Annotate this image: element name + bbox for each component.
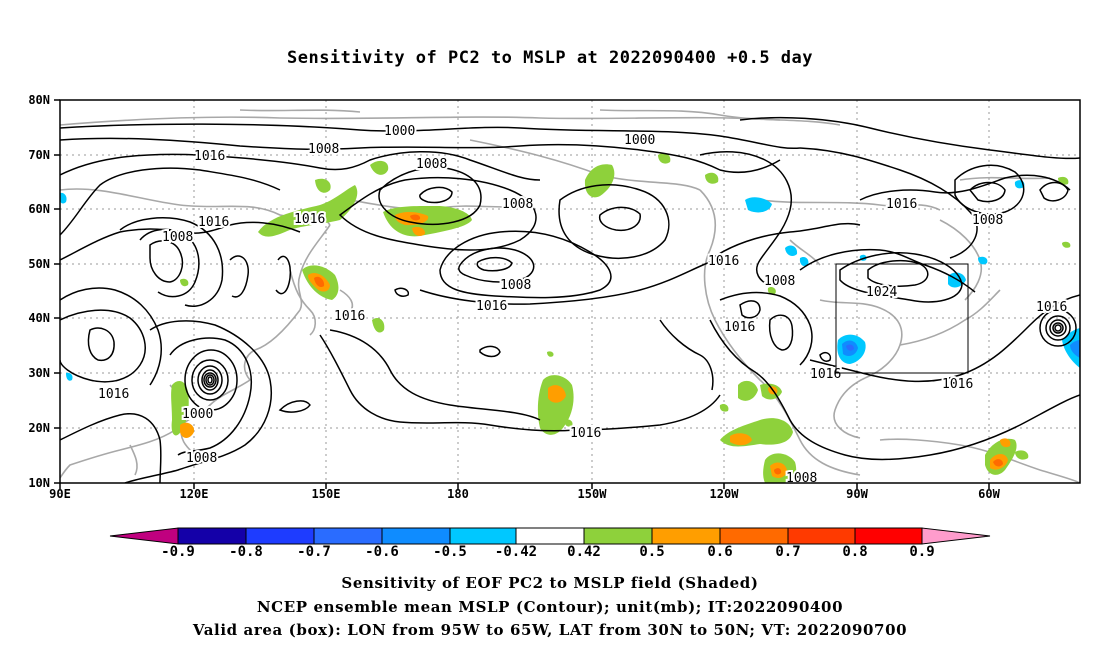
latitude-labels: 80N 70N 60N 50N 40N 30N 20N 10N xyxy=(28,93,50,490)
lon-label: 90W xyxy=(846,487,868,501)
colorbar-label: 0.9 xyxy=(909,544,934,560)
colorbar-label: -0.5 xyxy=(433,544,467,560)
contour-label: 1008 xyxy=(764,274,795,289)
longitude-labels: 90E 120E 150E 180 150W 120W 90W 60W xyxy=(49,487,1000,501)
grid-lines xyxy=(60,100,1080,483)
colorbar-swatch xyxy=(515,527,585,545)
colorbar-label: -0.6 xyxy=(365,544,399,560)
contour-label: 1008 xyxy=(786,471,817,486)
colorbar-labels: -0.9 -0.8 -0.7 -0.6 -0.5 -0.42 0.42 0.5 … xyxy=(161,544,935,560)
colorbar-end-min xyxy=(109,527,179,545)
colorbar-label: -0.9 xyxy=(161,544,195,560)
contour-label: 1016 xyxy=(334,309,365,324)
lat-label: 60N xyxy=(28,202,50,216)
valid-area-box xyxy=(835,263,969,374)
lat-label: 30N xyxy=(28,366,50,380)
contour-label: 1008 xyxy=(416,157,447,172)
contour-label: 1008 xyxy=(162,230,193,245)
colorbar-label: 0.8 xyxy=(842,544,867,560)
colorbar-swatch xyxy=(381,527,451,545)
colorbar-swatch xyxy=(177,527,247,545)
contour-label: 1016 xyxy=(724,320,755,335)
lon-label: 90E xyxy=(49,487,71,501)
contour-label: 1008 xyxy=(502,197,533,212)
lat-label: 50N xyxy=(28,257,50,271)
contour-label: 1000 xyxy=(182,407,213,422)
lat-label: 80N xyxy=(28,93,50,107)
contour-label: 1016 xyxy=(294,212,325,227)
contour-label: 1008 xyxy=(500,278,531,293)
colorbar xyxy=(109,527,991,545)
colorbar-label: 0.6 xyxy=(707,544,732,560)
contour-label: 1016 xyxy=(198,215,229,230)
lat-label: 20N xyxy=(28,421,50,435)
axis-ticks xyxy=(54,99,990,489)
map-frame xyxy=(59,99,1081,484)
lon-label: 150E xyxy=(312,487,341,501)
contour-label: 1000 xyxy=(624,133,655,148)
lon-label: 120W xyxy=(710,487,740,501)
colorbar-swatch xyxy=(313,527,383,545)
contour-label: 1008 xyxy=(308,142,339,157)
sensitivity-shading xyxy=(60,152,1080,483)
colorbar-swatch xyxy=(245,527,315,545)
mslp-contours xyxy=(60,116,1080,483)
colorbar-label: 0.5 xyxy=(639,544,664,560)
colorbar-label: -0.42 xyxy=(495,544,537,560)
contour-label: 1008 xyxy=(972,213,1003,228)
lon-label: 60W xyxy=(978,487,1000,501)
contour-label: 1016 xyxy=(1036,300,1067,315)
contour-label: 1008 xyxy=(186,451,217,466)
contour-label: 1016 xyxy=(570,426,601,441)
colorbar-label: 0.7 xyxy=(775,544,800,560)
contour-label: 1000 xyxy=(384,124,415,139)
lon-label: 180 xyxy=(447,487,469,501)
contour-label: 1016 xyxy=(810,367,841,382)
colorbar-swatch xyxy=(854,527,923,545)
colorbar-swatch xyxy=(787,527,856,545)
colorbar-swatch xyxy=(719,527,789,545)
colorbar-swatch xyxy=(651,527,721,545)
contour-label: 1016 xyxy=(476,299,507,314)
caption-shading: Sensitivity of EOF PC2 to MSLP field (Sh… xyxy=(341,574,759,592)
contour-label: 1016 xyxy=(98,387,129,402)
contour-labels: 1000 1008 1016 1000 1008 1008 1008 1016 … xyxy=(96,122,1069,468)
lon-label: 150W xyxy=(578,487,608,501)
colorbar-label: -0.8 xyxy=(229,544,263,560)
contour-label: 1016 xyxy=(886,197,917,212)
colorbar-swatch xyxy=(449,527,517,545)
colorbar-label: -0.7 xyxy=(297,544,331,560)
colorbar-end-max xyxy=(921,527,991,545)
lat-label: 70N xyxy=(28,148,50,162)
contour-label: 1016 xyxy=(708,254,739,269)
contour-label: 1016 xyxy=(194,149,225,164)
colorbar-label: 0.42 xyxy=(567,544,601,560)
contour-label: 1024 xyxy=(866,285,897,300)
lon-label: 120E xyxy=(180,487,209,501)
map-background xyxy=(60,100,1080,483)
contour-label: 1016 xyxy=(942,377,973,392)
caption-contour: NCEP ensemble mean MSLP (Contour); unit(… xyxy=(256,598,844,616)
map-title: Sensitivity of PC2 to MSLP at 2022090400… xyxy=(286,48,813,68)
lat-label: 40N xyxy=(28,311,50,325)
lat-label: 10N xyxy=(28,476,50,490)
colorbar-swatch xyxy=(583,527,653,545)
caption-valid-area: Valid area (box): LON from 95W to 65W, L… xyxy=(192,621,908,639)
